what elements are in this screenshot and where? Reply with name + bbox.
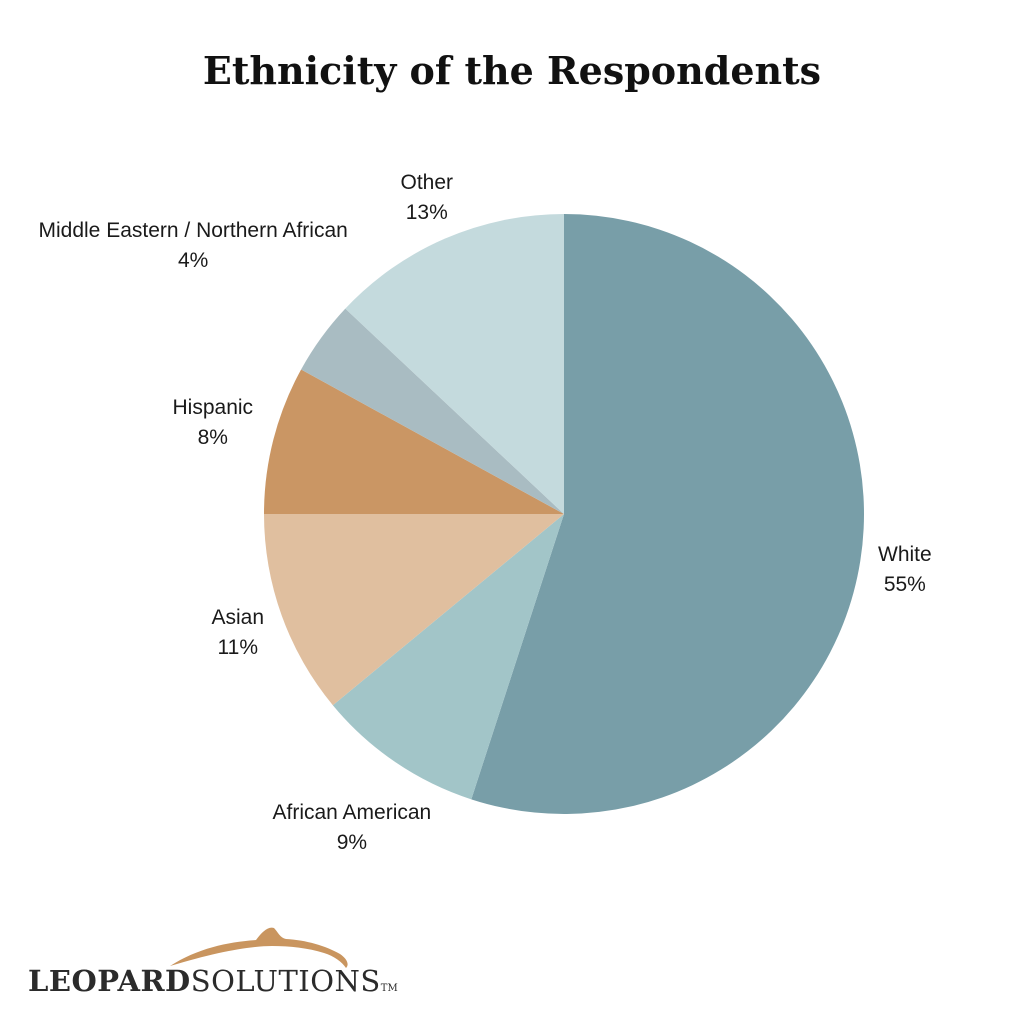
logo-wordmark: LEOPARDSOLUTIONSTM [28, 964, 398, 998]
slice-label-value: 9% [336, 831, 368, 854]
slice-label-middle-eastern-northern-african: Middle Eastern / Northern African 4% [39, 216, 348, 276]
slice-label-white: White 55% [878, 540, 932, 600]
chart-title: Ethnicity of the Respondents [202, 48, 822, 93]
slice-label-value: 8% [197, 426, 228, 449]
logo-regular-text: SOLUTIONS [190, 964, 381, 998]
slice-label-name: Hispanic [172, 396, 254, 419]
slice-label-value: 13% [405, 201, 448, 224]
slice-label-other: Other 13% [401, 168, 454, 228]
pie-slice-white [471, 214, 865, 815]
slice-label-name: Other [400, 171, 454, 194]
logo-trademark: TM [380, 983, 398, 994]
slice-label-name: African American [272, 801, 432, 824]
slice-label-name: White [878, 543, 932, 566]
pie-slice-asian [264, 514, 564, 706]
pie-slice-hispanic [264, 369, 564, 514]
pie-slice-middle-eastern-northern-african [301, 308, 564, 514]
slice-label-african-american: African American 9% [273, 798, 432, 858]
slice-label-name: Middle Eastern / Northern African [38, 219, 348, 242]
slice-label-value: 55% [883, 573, 926, 596]
slice-label-value: 11% [217, 636, 258, 659]
slice-label-value: 4% [177, 249, 209, 272]
slice-label-name: Asian [211, 606, 265, 629]
slice-label-asian: Asian 11% [212, 603, 265, 663]
leopard-icon [170, 927, 348, 968]
slice-label-hispanic: Hispanic 8% [173, 393, 254, 453]
logo-bold-text: LEOPARD [28, 964, 191, 998]
pie-slice-african-american [332, 514, 564, 800]
pie-slice-other [345, 214, 564, 514]
leopard-solutions-logo: LEOPARDSOLUTIONSTM [28, 918, 398, 1008]
